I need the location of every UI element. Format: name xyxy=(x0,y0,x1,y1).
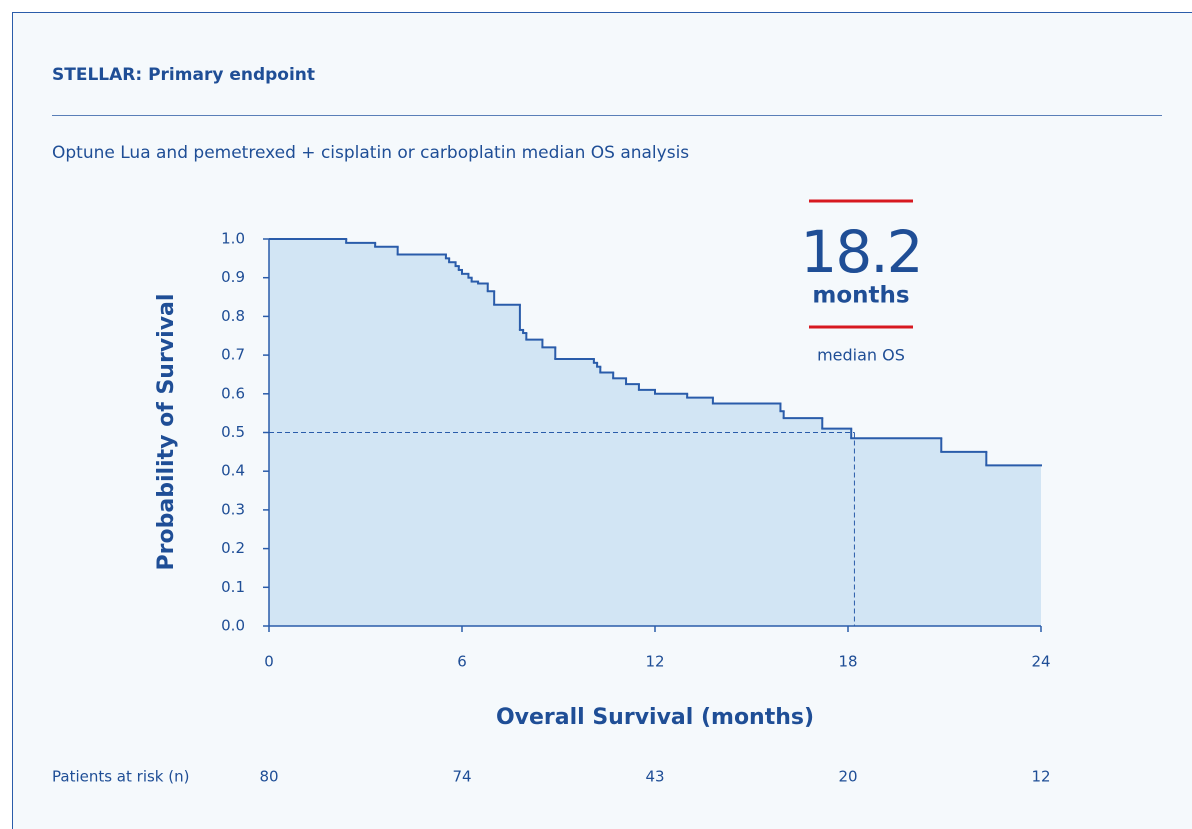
y-tick-label: 1.0 xyxy=(221,230,245,248)
y-axis-label: Probability of Survival xyxy=(154,294,179,571)
at-risk-label: Patients at risk (n) xyxy=(52,768,189,786)
y-tick-label: 0.6 xyxy=(221,384,245,402)
callout-value: 18.2 xyxy=(800,218,921,286)
at-risk-value: 20 xyxy=(838,768,857,786)
chart-subtitle: Optune Lua and pemetrexed + cisplatin or… xyxy=(52,143,689,163)
y-tick-label: 0.8 xyxy=(221,307,245,325)
y-tick-label: 0.9 xyxy=(221,268,245,286)
at-risk-value: 80 xyxy=(259,768,278,786)
at-risk-value: 12 xyxy=(1031,768,1050,786)
x-tick-label: 24 xyxy=(1031,653,1050,671)
at-risk-value: 43 xyxy=(645,768,664,786)
x-axis-label: Overall Survival (months) xyxy=(496,705,814,730)
callout-unit: months xyxy=(812,283,909,309)
y-tick-label: 0.4 xyxy=(221,462,245,480)
y-tick-label: 0.5 xyxy=(221,423,245,441)
at-risk-value: 74 xyxy=(452,768,471,786)
x-tick-label: 6 xyxy=(457,653,467,671)
y-tick-label: 0.7 xyxy=(221,346,245,364)
y-tick-label: 0.3 xyxy=(221,500,245,518)
x-tick-label: 0 xyxy=(264,653,274,671)
x-tick-label: 12 xyxy=(645,653,664,671)
y-tick-label: 0.0 xyxy=(221,617,245,635)
y-tick-label: 0.1 xyxy=(221,578,245,596)
callout-caption: median OS xyxy=(817,346,905,365)
y-tick-label: 0.2 xyxy=(221,539,245,557)
chart-title: STELLAR: Primary endpoint xyxy=(52,65,315,85)
x-tick-label: 18 xyxy=(838,653,857,671)
